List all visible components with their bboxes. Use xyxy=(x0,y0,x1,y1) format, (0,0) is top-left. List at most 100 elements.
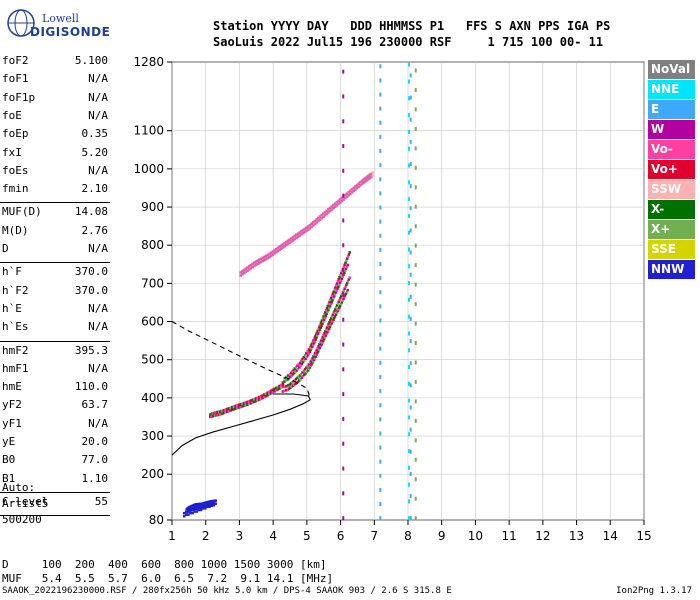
sporadic-echo xyxy=(414,204,417,209)
echo-point xyxy=(322,315,325,318)
echo-point xyxy=(323,316,327,320)
echo-point xyxy=(204,507,207,510)
echo-point xyxy=(346,255,350,258)
sporadic-echo xyxy=(379,417,382,422)
sporadic-echo xyxy=(342,466,345,471)
echo-point xyxy=(303,367,307,371)
sporadic-echo xyxy=(379,120,382,125)
echo-point xyxy=(346,288,349,292)
legend-item-sse: SSE xyxy=(648,240,695,259)
echo-point xyxy=(342,289,346,292)
param-name: hmE xyxy=(2,380,22,394)
echo-point xyxy=(254,399,258,403)
echo-point xyxy=(343,295,346,299)
echo-point xyxy=(257,396,261,399)
param-value: N/A xyxy=(88,163,108,177)
echo-point xyxy=(340,294,343,298)
echo-point xyxy=(252,400,256,404)
auto-scaling-info: Auto: Artist5 500200 xyxy=(2,480,48,528)
echo-point xyxy=(246,403,249,406)
echo-point xyxy=(239,405,242,409)
param-value: 370.0 xyxy=(74,283,108,297)
sporadic-echo xyxy=(408,264,410,269)
echo-point xyxy=(266,393,269,397)
sporadic-echo xyxy=(408,247,410,252)
echo-point xyxy=(289,375,292,379)
echo-point xyxy=(300,233,303,236)
echo-point xyxy=(284,243,288,247)
sporadic-echo xyxy=(409,184,412,189)
panel-separator xyxy=(0,202,110,204)
echo-point xyxy=(259,257,263,261)
echo-point xyxy=(327,208,330,211)
echo-point xyxy=(239,274,242,277)
echo-point xyxy=(368,173,371,177)
sporadic-echo xyxy=(414,224,417,229)
echo-point xyxy=(305,370,309,374)
chart-profiles xyxy=(171,321,311,456)
sporadic-echo xyxy=(379,92,382,97)
param-value: N/A xyxy=(88,108,108,122)
echo-point xyxy=(324,334,328,337)
echo-point xyxy=(340,196,344,200)
echo-point xyxy=(315,348,319,352)
echo-point xyxy=(332,311,335,315)
sporadic-echo xyxy=(414,418,417,423)
echo-point xyxy=(355,186,359,190)
y-tick-label: 1000 xyxy=(133,162,164,176)
x-tick-label: 9 xyxy=(438,529,446,543)
echo-point xyxy=(338,201,342,204)
echo-point xyxy=(246,269,249,272)
param-row: hmF1 N/A xyxy=(2,362,108,380)
echo-point xyxy=(323,211,327,214)
legend-item-vo: Vo- xyxy=(648,140,695,159)
sporadic-echo xyxy=(379,290,382,295)
echo-point xyxy=(305,366,308,369)
echo-point xyxy=(313,222,317,226)
echo-point xyxy=(360,179,364,183)
echo-point xyxy=(340,277,344,280)
echo-point xyxy=(343,196,347,200)
echo-point xyxy=(340,199,344,203)
sporadic-echo xyxy=(379,106,382,111)
echo-point xyxy=(246,266,249,269)
echo-point xyxy=(308,226,312,230)
echo-point xyxy=(291,370,294,373)
echo-point xyxy=(274,386,278,390)
echo-point xyxy=(298,366,301,369)
echo-point xyxy=(281,385,285,388)
echo-point xyxy=(290,385,293,388)
echo-point xyxy=(313,353,316,357)
param-value: 395.3 xyxy=(74,343,108,357)
echo-point xyxy=(231,408,234,412)
param-value: N/A xyxy=(88,242,108,255)
sporadic-echo xyxy=(379,64,382,69)
echo-point xyxy=(316,334,319,337)
echo-point xyxy=(327,329,330,332)
panel-separator xyxy=(0,515,110,517)
sporadic-echo xyxy=(414,360,417,365)
sporadic-echo xyxy=(342,69,345,74)
sporadic-echo xyxy=(414,126,417,131)
echo-point xyxy=(352,186,355,190)
echo-point xyxy=(334,286,337,289)
echo-point xyxy=(345,281,349,285)
echo-point xyxy=(309,344,313,348)
echo-point xyxy=(313,351,317,355)
sporadic-echo xyxy=(408,465,410,470)
echo-point xyxy=(292,368,295,372)
echo-point xyxy=(288,238,291,241)
echo-point xyxy=(273,252,276,255)
echo-point xyxy=(329,298,332,302)
echo-point xyxy=(346,280,350,283)
param-name: foE xyxy=(2,108,22,122)
echo-point xyxy=(268,392,271,396)
echo-point xyxy=(184,510,188,513)
echo-point xyxy=(333,293,337,296)
echo-point xyxy=(335,304,339,307)
param-row: yF2 63.7 xyxy=(2,398,108,416)
sporadic-echo xyxy=(379,332,382,337)
param-name: h`E xyxy=(2,301,22,315)
echo-point xyxy=(278,245,281,249)
echo-point xyxy=(210,412,213,416)
